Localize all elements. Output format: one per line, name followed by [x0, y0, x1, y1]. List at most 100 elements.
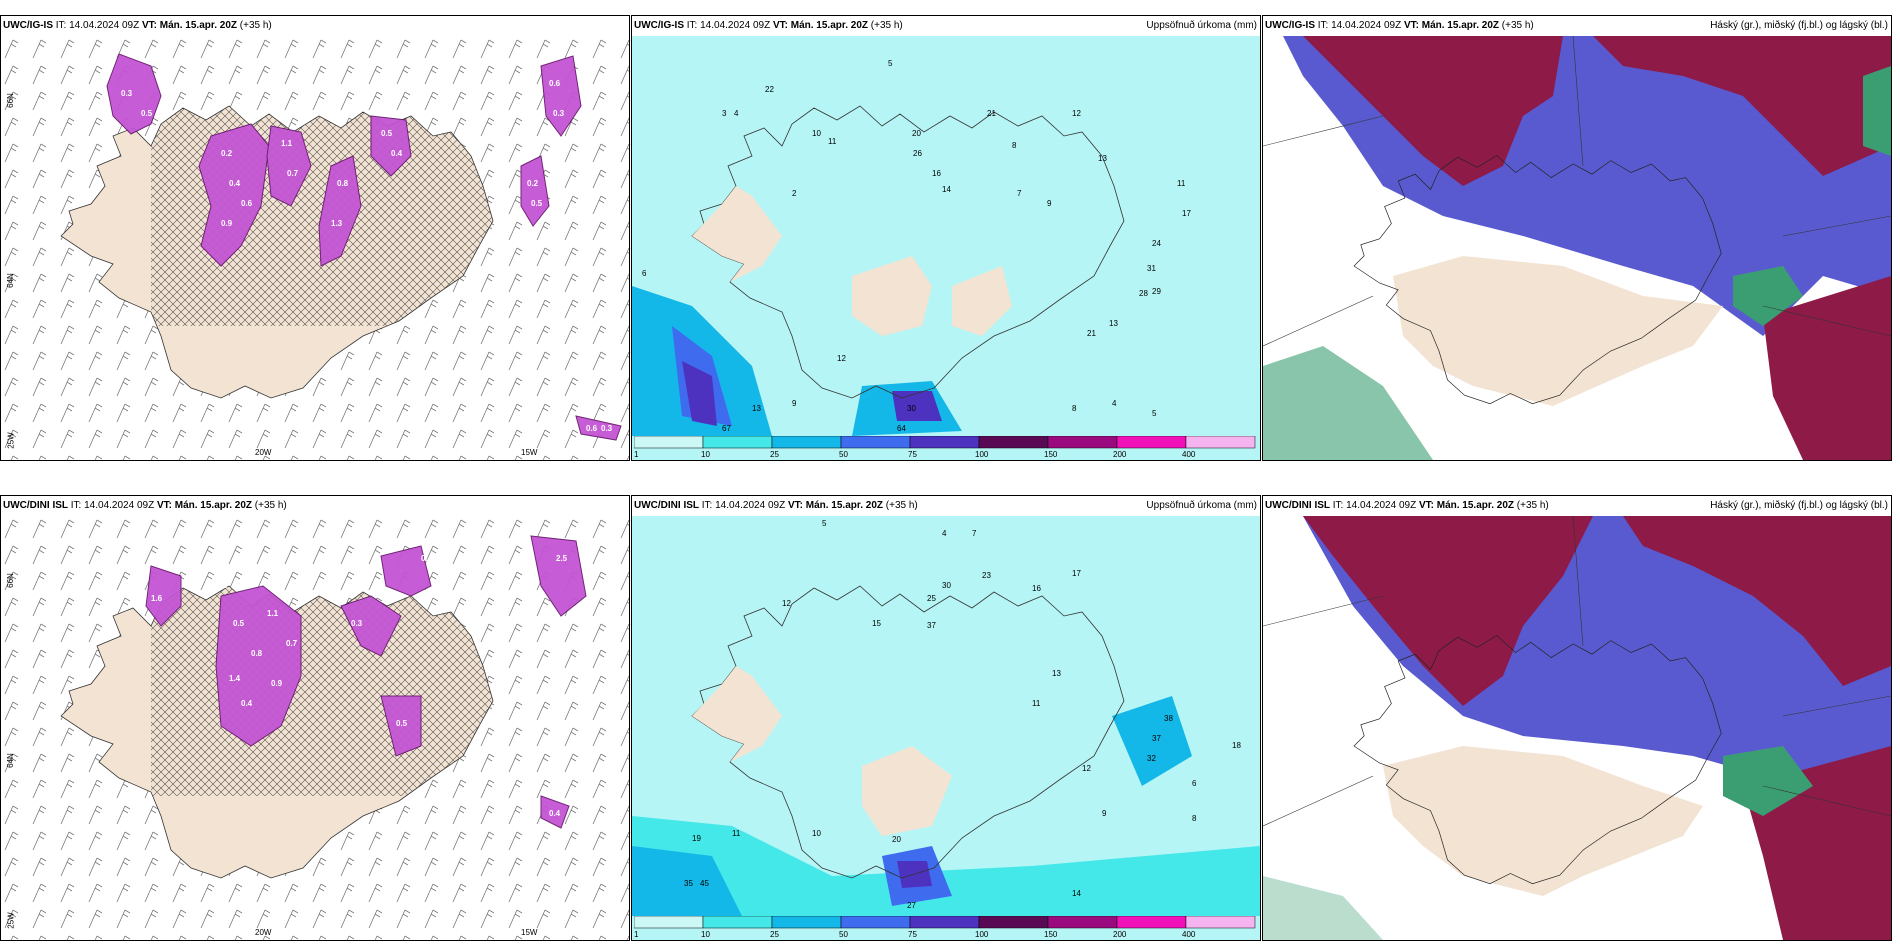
precip-label: 17 — [1182, 209, 1191, 218]
panel-precip-top: UWC/IG-IS IT: 14.04.2024 09Z VT: Mán. 15… — [631, 15, 1261, 461]
snow-label: 1.3 — [331, 219, 343, 228]
colorbar-swatch — [978, 436, 1049, 449]
precip-sw-max — [682, 361, 717, 426]
precip-label: 6 — [1192, 779, 1197, 788]
low-cloud-southeast — [1723, 746, 1813, 816]
dry-west — [692, 666, 782, 762]
it-value: 14.04.2024 09Z — [1346, 500, 1417, 511]
precip-map-svg: 5 4 7 12 25 30 37 23 17 16 13 11 15 19 1… — [632, 516, 1260, 940]
precip-label: 31 — [1147, 264, 1156, 273]
precip-label: 26 — [913, 149, 922, 158]
panel-cloud-top: UWC/IG-IS IT: 14.04.2024 09Z VT: Mán. 15… — [1262, 15, 1892, 461]
clear-land — [1383, 746, 1703, 896]
precip-label: 19 — [692, 834, 701, 843]
colorbar-tick: 100 — [975, 930, 989, 938]
snow-label: 0.2 — [216, 581, 228, 590]
precip-label: 27 — [907, 901, 916, 910]
precip-label: 22 — [765, 85, 774, 94]
precip-label: 64 — [897, 424, 906, 433]
snow-label: 0.5 — [381, 129, 393, 138]
precip-label: 4 — [734, 109, 739, 118]
colorbar-ticks: 1 10 25 50 75 100 150 200 400 — [634, 930, 1196, 938]
precip-colorbar: 1 10 25 50 75 100 150 200 400 — [634, 916, 1258, 938]
precip-label: 13 — [1052, 669, 1061, 678]
snow-map: 0.2 0.4 1.6 2.5 0.5 0.8 1.1 0.4 0.3 0.9 … — [1, 516, 629, 940]
it-value: 14.04.2024 09Z — [715, 500, 786, 511]
colorbar-swatch — [1116, 436, 1187, 449]
lon-20-label: 20W — [255, 448, 272, 457]
snow-areas — [145, 535, 587, 829]
it-value: 14.04.2024 09Z — [700, 20, 771, 31]
precip-label: 9 — [1047, 199, 1052, 208]
snow-label: 0.7 — [286, 639, 298, 648]
lon-25-label: 25W — [6, 432, 16, 449]
iceland-outline — [691, 585, 1125, 879]
low-cloud-northeast — [1863, 66, 1891, 156]
lon-20-label: 20W — [255, 928, 272, 937]
precip-label: 14 — [942, 185, 951, 194]
colorbar-svg: 1 10 25 50 75 100 150 200 400 — [634, 916, 1256, 938]
snow-label: 0.6 — [586, 424, 598, 433]
precip-value-labels: 5 4 7 12 25 30 37 23 17 16 13 11 15 19 1… — [684, 519, 1241, 910]
precip-east-area — [1112, 696, 1192, 786]
lead-time: (+35 h) — [870, 20, 903, 31]
precip-south-band — [632, 816, 1260, 916]
precip-label: 37 — [1152, 734, 1161, 743]
cloud-map-svg — [1263, 36, 1891, 460]
lead-time: (+35 h) — [885, 500, 918, 511]
snow-map-svg: 0.2 0.4 1.6 2.5 0.5 0.8 1.1 0.4 0.3 0.9 … — [1, 516, 629, 940]
lon-15-label: 15W — [521, 448, 538, 457]
snow-label: 0.5 — [233, 619, 245, 628]
snow-label: 0.4 — [421, 554, 433, 563]
precip-label: 28 — [1139, 289, 1148, 298]
precip-label: 67 — [722, 424, 731, 433]
snow-value-labels: 0.2 0.4 1.6 2.5 0.5 0.8 1.1 0.4 0.3 0.9 … — [151, 554, 568, 818]
snow-label: 0.8 — [337, 179, 349, 188]
vt-value: Mán. 15.apr. 20Z — [1421, 20, 1500, 31]
colorbar-swatch — [978, 916, 1049, 929]
snow-label: 0.4 — [229, 179, 241, 188]
snow-label: 0.5 — [531, 199, 543, 208]
vt-label: VT: — [141, 20, 157, 31]
panel-snow-top: UWC/IG-IS IT: 14.04.2024 09Z VT: Mán. 15… — [0, 15, 630, 461]
snow-label: 0.6 — [241, 199, 253, 208]
snow-label: 1.1 — [267, 609, 279, 618]
panel-snow-bottom: UWC/DINI ISL IT: 14.04.2024 09Z VT: Mán.… — [0, 495, 630, 941]
colorbar-swatch — [840, 916, 911, 929]
precip-sw-area — [632, 846, 742, 916]
precip-label: 11 — [732, 829, 741, 838]
lon-15-label: 15W — [521, 928, 538, 937]
colorbar-swatch — [1116, 916, 1187, 929]
precip-south-max — [892, 391, 942, 421]
graticule-lines — [1263, 36, 1891, 347]
precip-label: 10 — [812, 829, 821, 838]
lead-time: (+35 h) — [1516, 500, 1549, 511]
high-cloud-northeast — [1593, 36, 1891, 176]
snow-label: 2.5 — [556, 554, 568, 563]
precip-label: 20 — [892, 835, 901, 844]
precip-label: 8 — [1072, 404, 1077, 413]
precip-label: 4 — [1112, 399, 1117, 408]
precip-label: 24 — [1152, 239, 1161, 248]
colorbar-tick: 75 — [908, 450, 917, 458]
it-label: IT: — [70, 500, 82, 511]
precip-label: 7 — [1017, 189, 1022, 198]
cloud-map — [1263, 516, 1891, 940]
colorbar-tick: 100 — [975, 450, 989, 458]
colorbar-swatch — [1185, 916, 1256, 929]
low-cloud-southwest — [1263, 346, 1433, 460]
lat-66-label: 66N — [5, 573, 15, 588]
vt-value: Mán. 15.apr. 20Z — [790, 20, 869, 31]
cloud-title: Háský (gr.), miðský (fj.bl.) og lágský (… — [1710, 20, 1888, 31]
precip-colorbar: 1 10 25 50 75 100 150 200 400 — [634, 436, 1258, 458]
colorbar-tick: 1 — [634, 450, 639, 458]
precip-title: Uppsöfnuð úrkoma (mm) — [1146, 20, 1257, 31]
colorbar-swatch — [771, 436, 842, 449]
precip-label: 17 — [1072, 569, 1081, 578]
precip-label: 3 — [722, 109, 727, 118]
colorbar-swatch — [771, 916, 842, 929]
precip-label: 12 — [1072, 109, 1081, 118]
panel-header: UWC/IG-IS IT: 14.04.2024 09Z VT: Mán. 15… — [632, 16, 1260, 36]
cloud-map-svg — [1263, 516, 1891, 940]
colorbar-swatch — [1047, 916, 1118, 929]
